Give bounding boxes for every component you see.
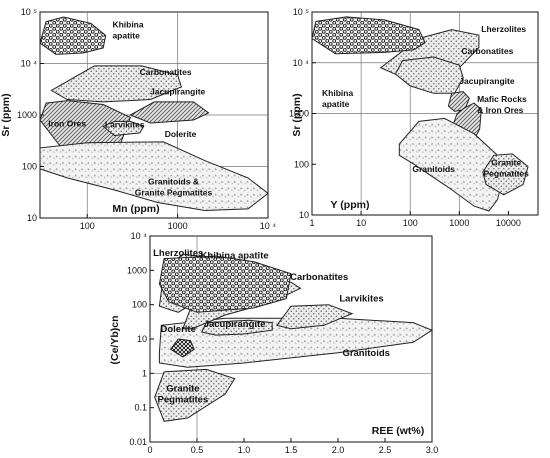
field-label-carbonatites: Carbonatites	[140, 67, 192, 77]
field-label-mafic-rocks-and-iron-ores: Mafic Rocks	[477, 94, 527, 104]
y-tick-label: 1	[142, 368, 147, 378]
x-tick-label: 1000	[168, 221, 188, 231]
tick-labels: 0 0.5 1.0 1.5 2.0 2.5 3.0 0.01 0.1 1 10 100 1000 10 ⁴	[127, 231, 438, 455]
field-khibina-apatite	[311, 16, 426, 55]
field-label-granitoids: Granitoids	[412, 164, 455, 174]
x-tick-label: 1.0	[238, 445, 251, 455]
field-label-carbonatites: Carbonatites	[290, 272, 348, 283]
y-tick-label: 1000	[17, 110, 37, 120]
field-label-khibina-apatite: apatite	[322, 99, 350, 109]
y-tick-label: 10	[137, 334, 147, 344]
field-label-mafic-rocks-and-iron-ores: & Iron Ores	[477, 105, 524, 115]
x-tick-label: 10 ⁴	[260, 221, 277, 231]
x-tick-label: 1	[309, 218, 314, 228]
y-tick-label: 10	[27, 213, 37, 223]
field-label-granite-pegmatites: Granite	[491, 157, 521, 167]
y-axis-label: Sr (ppm)	[291, 93, 303, 136]
panel-ce-yb-vs-ree: Granitoids Carbonatites Larvikites Lherzoli…	[109, 231, 438, 455]
field-khibina-apatite	[158, 255, 292, 313]
x-tick-label: 2.5	[379, 445, 392, 455]
x-tick-label: 2.0	[332, 445, 345, 455]
field-label-granitoids-and-granite-pegmatites: Granite Pegmatites	[135, 187, 213, 197]
field-label-larvikites: Larvikites	[105, 120, 145, 130]
field-granite-pegmatites	[154, 368, 236, 422]
field-jacupirangite	[447, 91, 470, 112]
field-larvikites	[276, 304, 354, 330]
field-label-dolerite: Dolerite	[161, 324, 196, 335]
y-tick-label: 1000	[127, 265, 147, 275]
x-tick-label: 1.5	[285, 445, 298, 455]
field-polygons	[39, 16, 269, 212]
y-tick-label: 10 ⁵	[21, 7, 38, 17]
field-label-dolerite: Dolerite	[165, 129, 197, 139]
x-tick-label: 10	[356, 218, 366, 228]
x-tick-label: 100	[403, 218, 418, 228]
field-carbonatites	[394, 56, 464, 94]
x-tick-label: 0	[147, 445, 152, 455]
x-tick-label: 10000	[496, 218, 521, 228]
y-tick-label: 10 ⁴	[131, 231, 148, 241]
field-label-granite-pegmatites: Pegmatites	[158, 394, 209, 405]
field-label-granite-pegmatites: Pegmatites	[484, 168, 530, 178]
x-tick-label: 0.5	[191, 445, 204, 455]
field-label-granite-pegmatites: Granite	[166, 383, 199, 394]
field-khibina-apatite	[39, 16, 107, 55]
field-polygons	[311, 16, 529, 212]
y-tick-label: 10 ⁴	[21, 59, 38, 69]
field-label-khibina-apatite: Khibina apatite	[201, 251, 269, 262]
y-tick-label: 10	[299, 210, 309, 220]
tick-labels: 100 1000 10 ⁴ 10 100 1000 10 ⁴ 10 ⁵	[17, 7, 276, 231]
field-label-khibina-apatite: apatite	[112, 31, 140, 41]
y-tick-label: 1000	[289, 109, 309, 119]
field-larvikites	[102, 120, 145, 137]
field-label-jacupirangite: Jacupirangite	[204, 319, 266, 330]
field-label-jacupirangite: Jacupirangite	[459, 76, 515, 86]
x-axis-label: Mn (ppm)	[112, 203, 159, 215]
field-label-iron-ores: Iron Ores	[48, 118, 86, 128]
field-dolerite	[169, 338, 195, 358]
field-granite-pegmatites	[482, 153, 529, 196]
y-tick-label: 100	[22, 162, 37, 172]
field-jacupirangite	[200, 319, 273, 336]
field-label-lherzolites: Lherzolites	[153, 248, 203, 259]
field-label-larvikites: Larvikites	[339, 293, 383, 304]
y-tick-label: 0.1	[134, 403, 147, 413]
field-label-khibina-apatite: Khibina	[322, 88, 353, 98]
y-tick-label: 10 ⁴	[293, 58, 310, 68]
field-polygons	[154, 253, 434, 422]
x-tick-label: 1000	[449, 218, 469, 228]
y-tick-label: 100	[132, 300, 147, 310]
field-carbonatites	[50, 65, 183, 103]
field-label-jacupirangite: Jacupirangite	[150, 87, 206, 97]
field-labels: Granitoids Carbonatites Larvikites Lherzoli…	[153, 248, 390, 405]
field-granitoids	[398, 117, 505, 212]
y-tick-label: 100	[294, 159, 309, 169]
field-label-granitoids-and-granite-pegmatites: Granitoids &	[148, 176, 199, 186]
field-label-carbonatites: Carbonatites	[461, 46, 513, 56]
y-axis-label: (Ce/Yb)cn	[109, 315, 121, 364]
field-label-khibina-apatite: Khibina	[112, 20, 143, 30]
x-axis-label: REE (wt%)	[372, 425, 425, 437]
x-tick-label: 3.0	[426, 445, 439, 455]
field-label-granitoids: Granitoids	[342, 348, 390, 359]
field-jacupirangite	[129, 101, 210, 124]
x-axis-label: Y (ppm)	[331, 199, 370, 211]
field-granitoids-and-granite-pegmatites	[39, 141, 269, 212]
y-tick-label: 10 ⁵	[293, 7, 310, 17]
y-tick-label: 0.01	[129, 437, 147, 447]
y-axis-label: Sr (ppm)	[0, 93, 12, 136]
x-tick-label: 100	[80, 221, 95, 231]
field-label-lherzolites: Lherzolites	[481, 24, 526, 34]
